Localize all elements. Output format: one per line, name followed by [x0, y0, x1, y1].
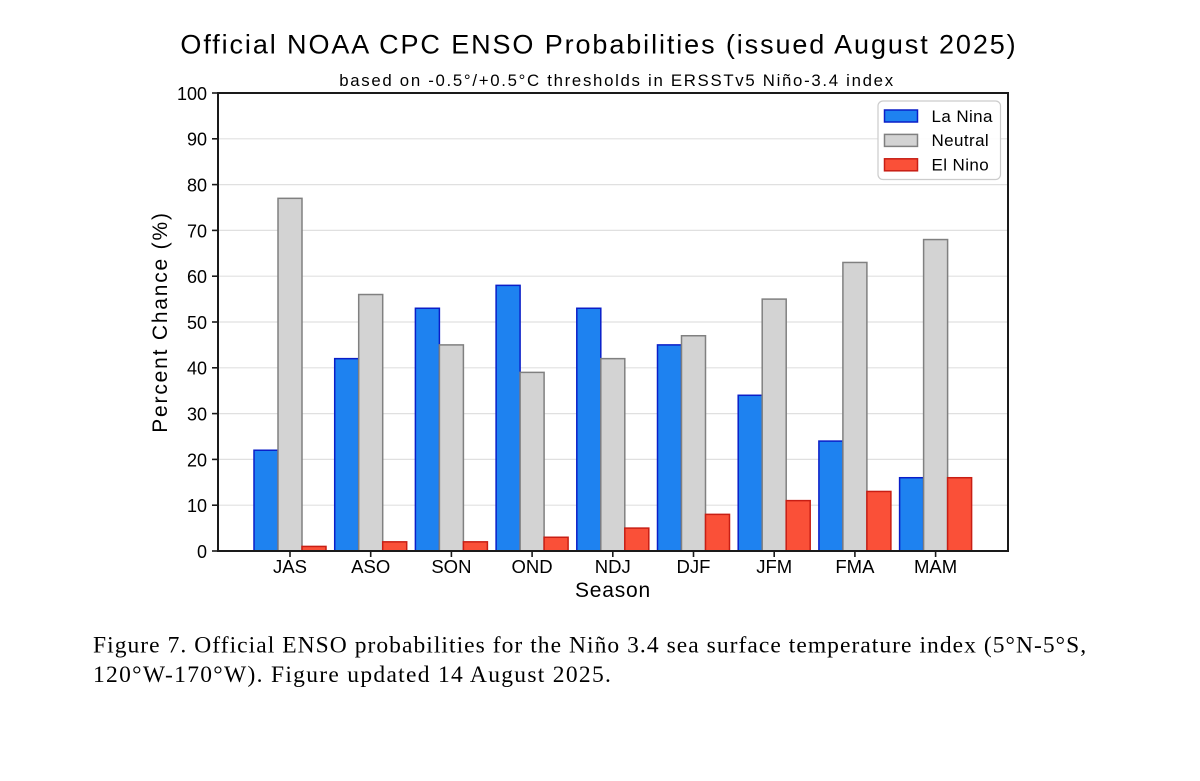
svg-text:La Nina: La Nina — [932, 107, 994, 126]
svg-text:30: 30 — [187, 405, 207, 425]
svg-text:Percent Chance (%): Percent Chance (%) — [149, 211, 172, 432]
svg-text:90: 90 — [187, 130, 207, 150]
svg-text:70: 70 — [187, 221, 207, 241]
svg-text:JFM: JFM — [756, 556, 792, 577]
svg-text:120°W-170°W). Figure updated 1: 120°W-170°W). Figure updated 14 August 2… — [93, 662, 612, 688]
svg-text:40: 40 — [187, 359, 207, 379]
svg-text:based on -0.5°/+0.5°C threshol: based on -0.5°/+0.5°C thresholds in ERSS… — [339, 71, 895, 90]
svg-text:100: 100 — [177, 84, 207, 104]
svg-text:DJF: DJF — [677, 556, 711, 577]
svg-text:NDJ: NDJ — [595, 556, 631, 577]
svg-text:Figure 7. Official ENSO probab: Figure 7. Official ENSO probabilities fo… — [93, 633, 1087, 659]
svg-text:50: 50 — [187, 313, 207, 333]
svg-text:MAM: MAM — [914, 556, 957, 577]
svg-text:Official NOAA CPC ENSO Probabi: Official NOAA CPC ENSO Probabilities (is… — [180, 30, 1017, 60]
svg-text:FMA: FMA — [835, 556, 875, 577]
svg-text:10: 10 — [187, 496, 207, 516]
svg-text:ASO: ASO — [351, 556, 390, 577]
svg-text:80: 80 — [187, 176, 207, 196]
svg-text:El Nino: El Nino — [932, 156, 990, 175]
svg-text:60: 60 — [187, 267, 207, 287]
svg-text:JAS: JAS — [273, 556, 307, 577]
svg-text:20: 20 — [187, 450, 207, 470]
svg-text:0: 0 — [197, 542, 207, 562]
svg-text:SON: SON — [431, 556, 471, 577]
svg-text:Neutral: Neutral — [932, 131, 990, 150]
svg-text:OND: OND — [512, 556, 553, 577]
svg-text:Season: Season — [575, 579, 651, 602]
